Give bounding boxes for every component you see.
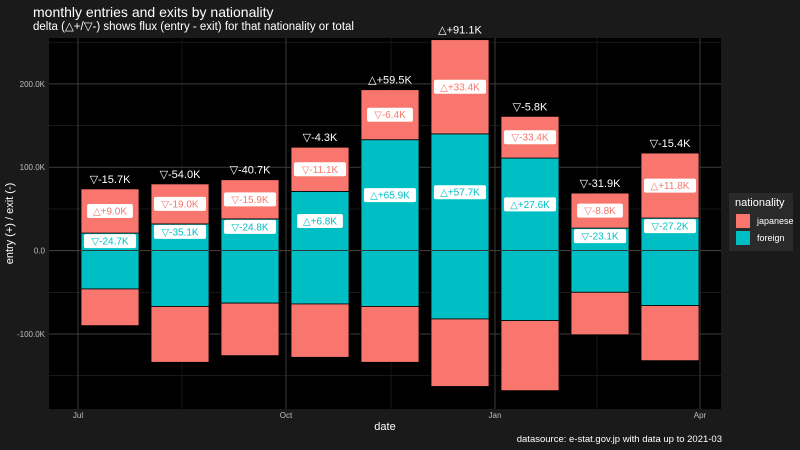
chart-subtitle: delta (△+/▽-) shows flux (entry - exit) … [33,21,354,33]
delta-label-japanese: △+11.8K [651,181,690,192]
x-tick-label: Apr [694,411,707,420]
delta-label-japanese-box [153,196,207,211]
bar-japanese-exit [500,320,560,392]
delta-label-foreign-box [643,219,697,234]
delta-label-foreign: ▽-35.1K [161,227,198,238]
bar-foreign-exit [80,250,140,290]
delta-label-japanese: ▽-19.0K [161,199,198,210]
y-tick-label: 0.0 [34,247,46,256]
delta-label-japanese: ▽-15.9K [231,195,268,206]
delta-label-japanese-box [223,192,277,207]
y-tick-label: -100.0K [17,330,46,339]
bar-foreign-exit [220,250,280,304]
legend-label-japanese: japanese [757,216,794,226]
x-axis-title: date [374,421,395,433]
delta-label-japanese: ▽-8.8K [584,206,616,217]
y-tick-label: 200.0K [20,80,46,89]
total-label: ▽-15.7K [90,174,132,186]
bar-foreign-exit [500,250,560,322]
delta-label-foreign-box [297,213,343,228]
delta-label-foreign: ▽-24.7K [91,237,128,248]
legend-item-japanese: japanese [736,213,794,229]
delta-label-foreign-box [503,197,557,212]
legend-title: nationality [735,197,785,209]
delta-label-japanese: ▽-11.1K [302,165,339,176]
legend-label-foreign: foreign [757,233,785,243]
x-tick-label: Oct [280,411,293,420]
delta-label-foreign-box [433,185,487,200]
chart-title: monthly entries and exits by nationality [33,4,274,20]
delta-label-japanese: ▽-33.4K [511,133,548,144]
delta-label-foreign: ▽-23.1K [581,232,618,243]
bar-foreign-exit [150,250,210,307]
total-label: ▽-15.4K [650,138,692,150]
delta-label-japanese-box [87,203,133,218]
delta-label-foreign-box [223,219,277,234]
legend-item-foreign: foreign [736,230,785,246]
bar-foreign-exit [290,250,350,305]
bar-japanese-exit [290,303,350,358]
delta-label-japanese-box [293,162,347,177]
delta-label-japanese-box [367,107,413,122]
bar-japanese-exit [360,306,420,363]
x-tick-label: Jan [489,411,502,420]
total-label: △+59.5K [368,75,412,87]
total-label: ▽-54.0K [160,169,202,181]
delta-label-japanese-box [643,178,697,193]
legend-swatch-foreign [736,231,750,245]
bar-japanese-exit [80,288,140,327]
delta-label-foreign: ▽-24.8K [231,222,268,233]
delta-label-foreign: △+6.8K [303,216,337,227]
delta-label-japanese: ▽-6.4K [374,110,406,121]
bar-japanese-exit [570,291,630,336]
y-tick-label: 100.0K [20,163,46,172]
bar-japanese-exit [150,306,210,363]
bar-foreign-exit [430,250,490,320]
total-label: ▽-4.3K [303,132,338,144]
delta-label-foreign-box [363,188,417,203]
delta-label-japanese-box [433,79,487,94]
y-axis-title: entry (+) / exit (-) [4,183,16,265]
total-label: △+91.1K [438,25,482,37]
delta-label-foreign-box [83,234,137,249]
total-label: ▽-40.7K [230,165,272,177]
delta-label-japanese: △+33.4K [440,82,480,93]
caption: datasource: e-stat.gov.jp with data up t… [516,434,722,445]
legend-swatch-japanese [736,214,750,228]
bar-foreign-exit [640,250,700,307]
delta-label-foreign: ▽-27.2K [651,222,688,233]
bar-japanese-exit [430,318,490,387]
delta-label-foreign: △+57.7K [440,188,480,199]
bar-japanese-exit [640,305,700,362]
delta-label-foreign-box [153,224,207,239]
bar-foreign-exit [570,250,630,293]
x-tick-label: Jul [73,411,83,420]
delta-label-foreign: △+65.9K [370,191,410,202]
delta-label-foreign: △+27.6K [510,200,550,211]
legend: nationality japanese foreign [729,193,794,251]
total-label: ▽-31.9K [580,178,622,190]
delta-label-foreign-box [573,229,627,244]
delta-label-japanese-box [577,203,623,218]
delta-label-japanese-box [503,130,557,145]
total-label: ▽-5.8K [513,101,548,113]
delta-label-japanese: △+9.0K [93,206,127,217]
bar-foreign-exit [360,250,420,307]
bar-japanese-exit [220,302,280,357]
